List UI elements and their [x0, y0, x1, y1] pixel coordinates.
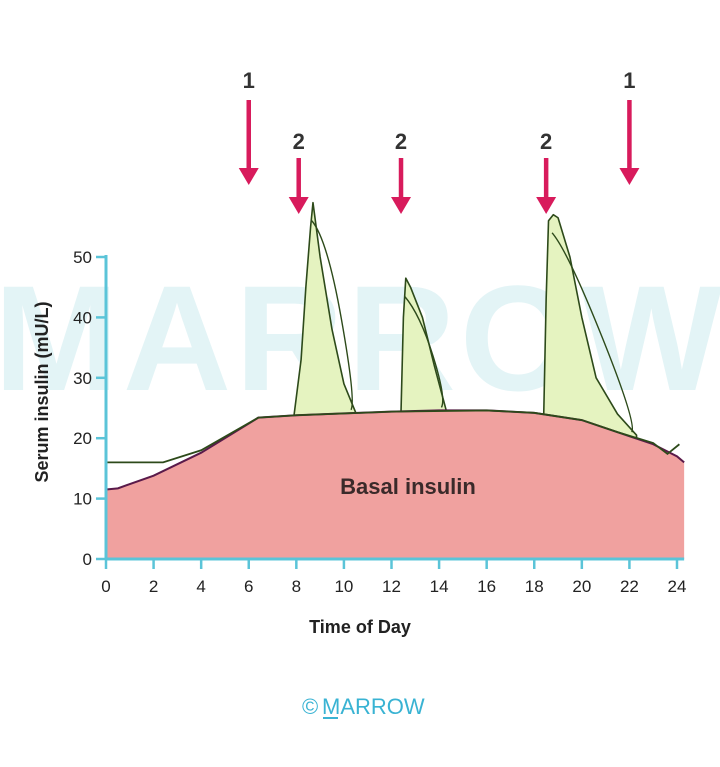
arrow-label: 1: [243, 68, 255, 93]
x-tick-label-14: 14: [430, 577, 449, 596]
arrow-label: 1: [623, 68, 635, 93]
credit: © MARROW: [302, 694, 425, 719]
x-tick-label-12: 12: [382, 577, 401, 596]
copyright-symbol: ©: [302, 694, 318, 719]
arrow-3: 2: [391, 129, 412, 214]
y-tick-label-20: 20: [73, 429, 92, 448]
plot-area: [105, 201, 685, 559]
arrow-5: 1: [619, 68, 640, 185]
meal-peak-3-inner-curve: [551, 232, 634, 433]
arrows: 1 2 2 2 1: [238, 68, 640, 214]
basal-insulin-label: Basal insulin: [340, 474, 476, 499]
arrow-1: 1: [238, 68, 259, 185]
x-tick-label-22: 22: [620, 577, 639, 596]
x-tick-label-24: 24: [668, 577, 687, 596]
x-tick-label-2: 2: [149, 577, 158, 596]
arrow-4: 2: [536, 129, 557, 214]
x-tick-label-4: 4: [196, 577, 205, 596]
credit-brand: MARROW: [322, 694, 425, 719]
long-acting-insulin-line: [106, 409, 680, 464]
x-axis-title: Time of Day: [309, 617, 411, 637]
y-tick-label-0: 0: [83, 550, 92, 569]
y-axis-title: Serum insulin (mU/L): [32, 301, 52, 482]
arrow-label: 2: [293, 129, 305, 154]
arrow-head: [619, 168, 640, 185]
arrow-head: [536, 197, 557, 214]
x-tick-label-20: 20: [572, 577, 591, 596]
x-tick-label-0: 0: [101, 577, 110, 596]
arrow-2: 2: [288, 129, 309, 214]
basal-insulin-area: [106, 410, 685, 559]
y-tick-label-40: 40: [73, 308, 92, 327]
x-tick-label-6: 6: [244, 577, 253, 596]
arrow-head: [391, 197, 412, 214]
y-tick-label-10: 10: [73, 490, 92, 509]
x-tick-label-16: 16: [477, 577, 496, 596]
arrow-label: 2: [395, 129, 407, 154]
x-tick-label-10: 10: [334, 577, 353, 596]
x-tick-label-8: 8: [292, 577, 301, 596]
y-tick-label-30: 30: [73, 369, 92, 388]
arrow-head: [288, 197, 309, 214]
y-tick-label-50: 50: [73, 248, 92, 267]
arrow-head: [238, 168, 259, 185]
meal-peak-2-inner-curve: [404, 295, 444, 408]
meal-peak-1-inner-curve: [311, 220, 353, 411]
arrow-label: 2: [540, 129, 552, 154]
watermark: MARROW: [0, 254, 720, 422]
x-tick-label-18: 18: [525, 577, 544, 596]
